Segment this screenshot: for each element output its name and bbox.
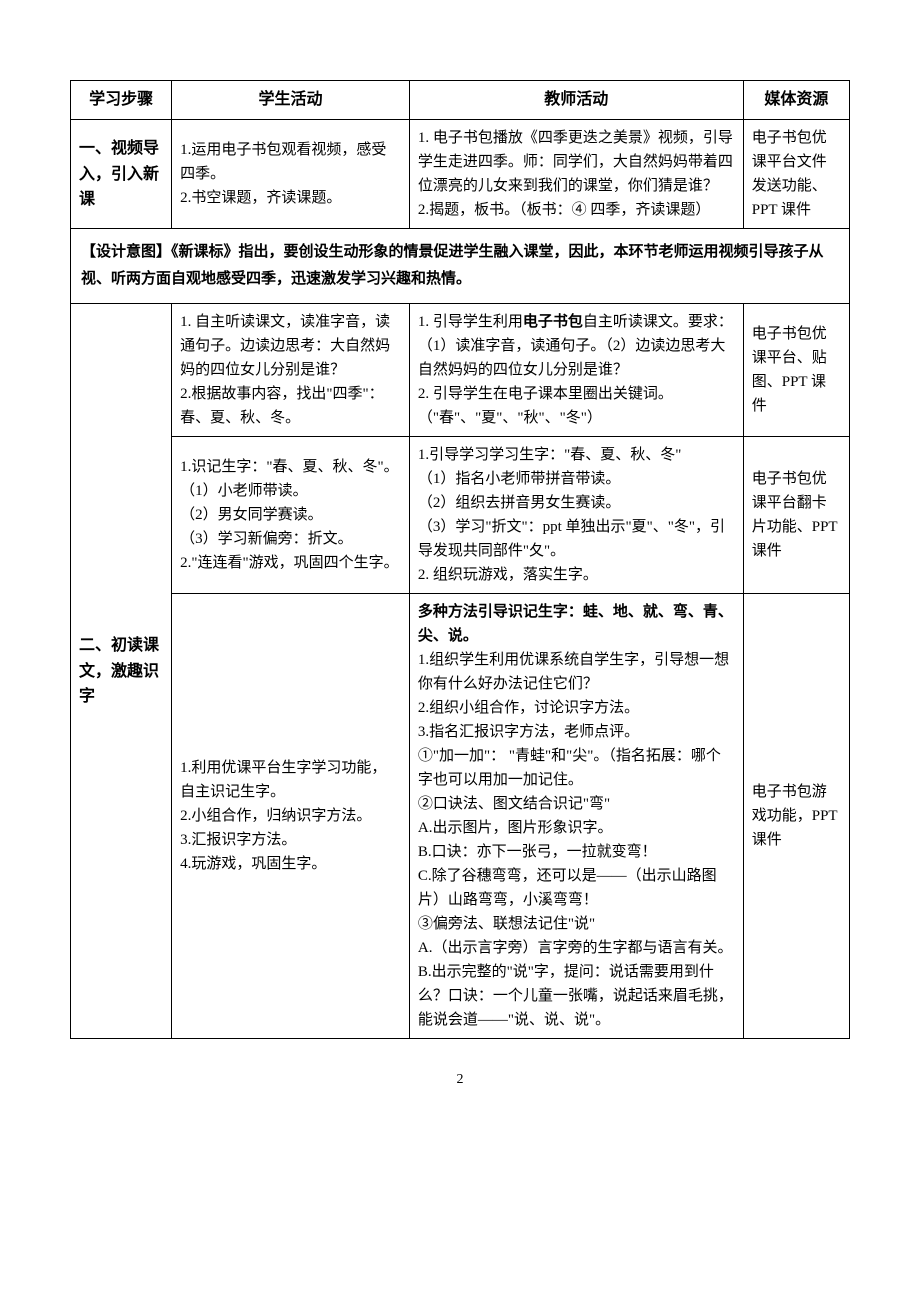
section1-media: 电子书包优课平台文件发送功能、PPT 课件 [743,119,849,228]
section2-row2-teacher: 1.引导学习学习生字："春、夏、秋、冬" （1）指名小老师带拼音带读。 （2）组… [409,436,743,593]
header-step: 学习步骤 [71,81,172,120]
section1-row: 一、视频导入，引入新课 1.运用电子书包观看视频，感受四季。 2.书空课题，齐读… [71,119,850,228]
section2-row2-media: 电子书包优课平台翻卡片功能、PPT课件 [743,436,849,593]
section2-row3: 1.利用优课平台生字学习功能，自主识记生字。 2.小组合作，归纳识字方法。 3.… [71,593,850,1038]
table-header-row: 学习步骤 学生活动 教师活动 媒体资源 [71,81,850,120]
section2-row1-student: 1. 自主听读课文，读准字音，读通句子。边读边思考：大自然妈妈的四位女儿分别是谁… [172,303,410,436]
section1-teacher: 1. 电子书包播放《四季更迭之美景》视频，引导学生走进四季。师：同学们，大自然妈… [409,119,743,228]
section2-row1-teacher: 1. 引导学生利用电子书包自主听读课文。要求：（1）读准字音，读通句子。（2）边… [409,303,743,436]
section2-row3-teacher: 多种方法引导识记生字：蛙、地、就、弯、青、尖、说。 1.组织学生利用优课系统自学… [409,593,743,1038]
header-student: 学生活动 [172,81,410,120]
section2-row3-student: 1.利用优课平台生字学习功能，自主识记生字。 2.小组合作，归纳识字方法。 3.… [172,593,410,1038]
design-intent-row: 【设计意图】《新课标》指出，要创设生动形象的情景促进学生融入课堂，因此，本环节老… [71,228,850,303]
section2-row2: 1.识记生字："春、夏、秋、冬"。 （1）小老师带读。 （2）男女同学赛读。 （… [71,436,850,593]
section2-step: 二、初读课文，激趣识字 [71,303,172,1038]
section2-row1: 二、初读课文，激趣识字 1. 自主听读课文，读准字音，读通句子。边读边思考：大自… [71,303,850,436]
section2-row2-student: 1.识记生字："春、夏、秋、冬"。 （1）小老师带读。 （2）男女同学赛读。 （… [172,436,410,593]
section1-student: 1.运用电子书包观看视频，感受四季。 2.书空课题，齐读课题。 [172,119,410,228]
header-media: 媒体资源 [743,81,849,120]
document-page: 学习步骤 学生活动 教师活动 媒体资源 一、视频导入，引入新课 1.运用电子书包… [0,0,920,1131]
design-intent-text: 【设计意图】《新课标》指出，要创设生动形象的情景促进学生融入课堂，因此，本环节老… [71,228,850,303]
section1-step: 一、视频导入，引入新课 [71,119,172,228]
section2-row3-media: 电子书包游戏功能，PPT课件 [743,593,849,1038]
header-teacher: 教师活动 [409,81,743,120]
page-number: 2 [70,1069,850,1091]
lesson-plan-table: 学习步骤 学生活动 教师活动 媒体资源 一、视频导入，引入新课 1.运用电子书包… [70,80,850,1039]
section2-row1-media: 电子书包优课平台、贴图、PPT 课件 [743,303,849,436]
